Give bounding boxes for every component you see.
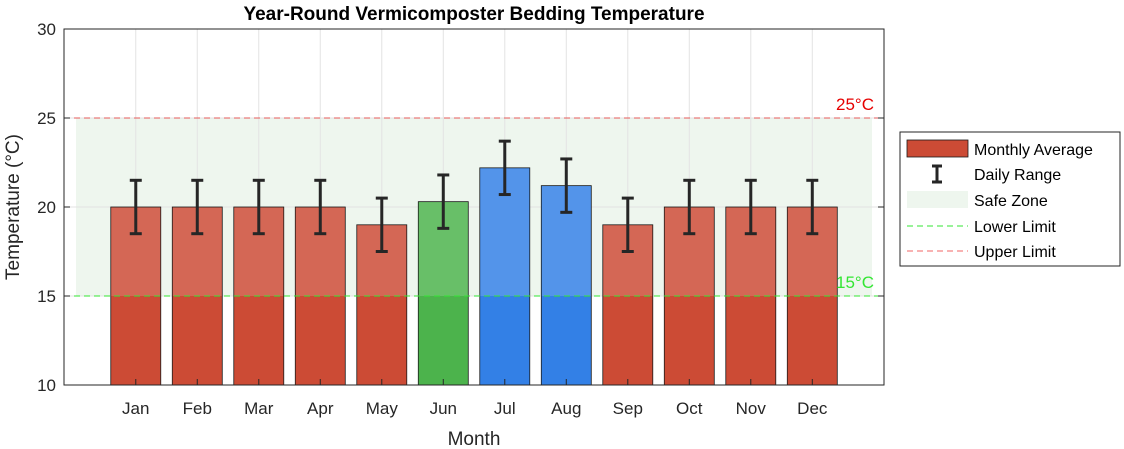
error-bar-oct (683, 178, 696, 236)
error-bar-feb (191, 178, 204, 236)
x-tick-label-mar: Mar (244, 399, 274, 418)
bar-jun (417, 201, 469, 386)
error-bar-jun (437, 173, 450, 230)
legend-swatch-daily-range (932, 164, 942, 184)
x-tick-label-may: May (366, 399, 399, 418)
x-tick-label-apr: Apr (307, 399, 334, 418)
x-tick-label-nov: Nov (736, 399, 767, 418)
legend-label-safe-zone: Safe Zone (974, 193, 1048, 210)
x-tick-label-sep: Sep (613, 399, 643, 418)
error-bar-nov (744, 178, 757, 236)
legend-swatch-safe-zone (907, 191, 968, 208)
legend-swatch-monthly-average (906, 139, 969, 158)
lower-limit-label: 15°C (836, 273, 874, 292)
legend-label-monthly-average: Monthly Average (974, 142, 1093, 159)
y-tick-label: 25 (37, 109, 56, 128)
y-tick-label: 30 (37, 20, 56, 39)
x-tick-label-jul: Jul (494, 399, 516, 418)
legend-label-upper-limit: Upper Limit (974, 244, 1056, 261)
error-bar-mar (252, 178, 265, 236)
x-tick-label-oct: Oct (676, 399, 703, 418)
error-bar-apr (314, 178, 327, 236)
bar-jul (479, 167, 531, 386)
error-bar-dec (806, 178, 819, 236)
x-tick-label-aug: Aug (551, 399, 581, 418)
x-axis-label: Month (448, 429, 501, 449)
error-bar-jan (129, 178, 142, 236)
bar-aug (540, 185, 592, 386)
x-tick-label-dec: Dec (797, 399, 828, 418)
x-tick-label-jan: Jan (122, 399, 149, 418)
legend: Monthly Average Daily Range Safe Zone Lo… (899, 131, 1121, 267)
error-bar-sep (621, 196, 634, 253)
y-tick-label: 15 (37, 287, 56, 306)
error-bar-aug (560, 157, 573, 214)
y-tick-label: 10 (37, 376, 56, 395)
legend-label-lower-limit: Lower Limit (974, 219, 1056, 236)
error-bar-may (375, 196, 388, 253)
y-tick-label: 20 (37, 198, 56, 217)
error-bar-jul (498, 139, 511, 197)
y-axis-label: Temperature (°C) (3, 134, 24, 280)
x-tick-label-jun: Jun (430, 399, 457, 418)
chart-title: Year-Round Vermicomposter Bedding Temper… (243, 4, 704, 25)
x-tick-label-feb: Feb (183, 399, 212, 418)
upper-limit-label: 25°C (836, 95, 874, 114)
legend-label-daily-range: Daily Range (974, 167, 1061, 184)
